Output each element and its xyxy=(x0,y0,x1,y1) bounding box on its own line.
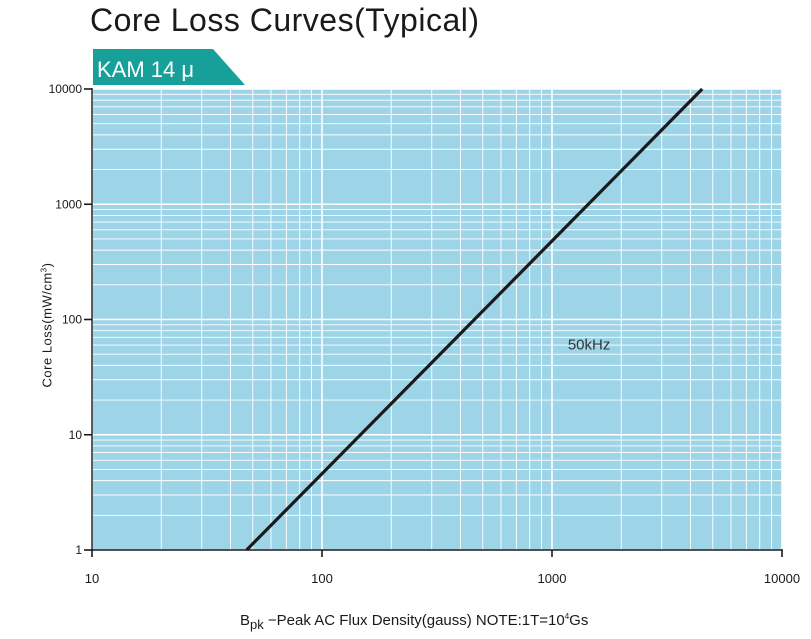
y-tick-label: 1 xyxy=(75,543,82,557)
x-tick-label: 1000 xyxy=(538,571,567,586)
series-line-50kHz xyxy=(245,87,704,552)
material-tag-shape xyxy=(93,49,245,85)
x-tick-label: 100 xyxy=(311,571,333,586)
x-tick-label: 10 xyxy=(85,571,99,586)
x-axis-label-subscript: pk xyxy=(250,617,264,632)
y-tick-label: 1000 xyxy=(55,197,82,211)
material-tag xyxy=(93,49,245,85)
material-tag-label: KAM 14 μ xyxy=(97,57,195,82)
series-annotation: 50kHz xyxy=(568,336,611,353)
x-axis-label-suffix: Gs xyxy=(569,612,589,629)
page-title: Core Loss Curves(Typical) xyxy=(90,2,480,38)
x-axis-label-symbol: B xyxy=(240,612,251,629)
y-axis-label: Core Loss(mW/cm3) xyxy=(39,263,54,388)
x-axis-label-text: −Peak AC Flux Density(gauss) NOTE:1T=10 xyxy=(263,612,565,629)
x-tick-label: 10000 xyxy=(764,571,800,586)
x-axis-label: Bpk −Peak AC Flux Density(gauss) NOTE:1T… xyxy=(240,612,588,632)
y-tick-label: 10 xyxy=(69,428,83,442)
y-tick-label: 100 xyxy=(62,313,82,327)
y-axis-label-text: Core Loss(mW/cm xyxy=(39,272,55,388)
x-axis-label-superscript: 4 xyxy=(564,612,570,621)
y-axis-label-superscript: 3 xyxy=(39,267,49,273)
y-axis-label-suffix: ) xyxy=(39,262,55,268)
y-tick-label: 10000 xyxy=(49,82,83,96)
